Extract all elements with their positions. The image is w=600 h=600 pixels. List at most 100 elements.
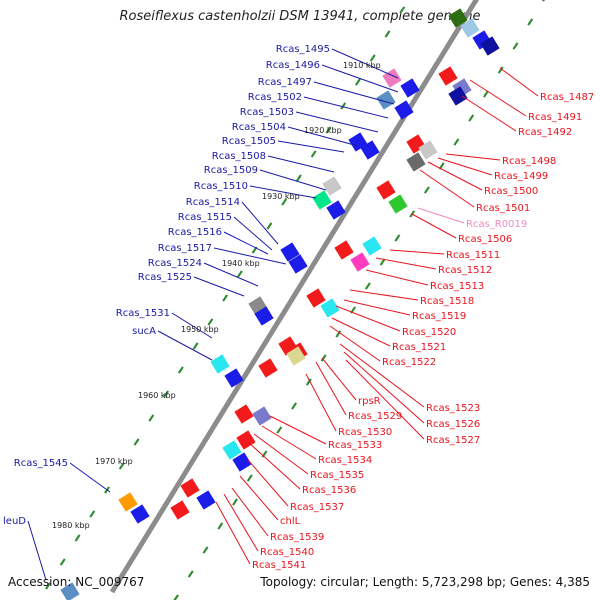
scale-label: 1980 kbp (52, 521, 90, 530)
gene-feature (180, 478, 200, 498)
leader-line (69, 462, 111, 493)
tick-mark (74, 534, 81, 542)
leader-line (295, 111, 379, 133)
tick-mark (379, 258, 386, 266)
tick-mark (133, 438, 140, 446)
tick-mark (468, 114, 475, 122)
leader-line (223, 231, 269, 255)
tick-mark (163, 390, 169, 398)
leader-line (303, 96, 389, 119)
leader-line (331, 317, 391, 347)
leader-line (231, 487, 269, 537)
gene-feature (130, 504, 150, 524)
tick-mark (453, 138, 460, 146)
tick-mark (291, 402, 297, 410)
right-gene-label: Rcas_1511 (446, 250, 500, 261)
leader-line (375, 257, 437, 270)
leader-line (321, 64, 399, 93)
left-gene-label: Rcas_1545 (14, 458, 68, 469)
right-gene-label: rpsR (358, 396, 381, 407)
leader-line (437, 157, 493, 176)
leader-line (277, 140, 345, 153)
left-gene-label: Rcas_1514 (186, 197, 240, 208)
left-gene-label: Rcas_1509 (204, 165, 258, 176)
right-gene-label: Rcas_1519 (412, 311, 466, 322)
scale-label: 1940 kbp (222, 259, 260, 268)
left-gene-label: Rcas_1516 (168, 227, 222, 238)
leader-line (269, 415, 327, 445)
leader-line (419, 169, 475, 208)
leader-line (249, 185, 317, 199)
right-gene-label: Rcas_1512 (438, 265, 492, 276)
leader-line (389, 249, 445, 255)
tick-mark (335, 330, 342, 338)
right-gene-label: Rcas_R0019 (466, 219, 527, 230)
right-gene-label: Rcas_1501 (476, 203, 530, 214)
left-gene-label: Rcas_1515 (178, 212, 232, 223)
right-gene-label: Rcas_1513 (430, 281, 484, 292)
gene-feature (334, 240, 354, 260)
gene-feature (252, 406, 272, 426)
tick-mark (399, 6, 406, 14)
leader-line (27, 520, 47, 581)
right-gene-label: Rcas_1518 (420, 296, 474, 307)
left-gene-label: Rcas_1505 (222, 136, 276, 147)
leader-line (427, 161, 483, 191)
right-gene-label: Rcas_1487 (540, 92, 594, 103)
gene-feature (254, 306, 274, 326)
gene-feature (288, 254, 308, 274)
right-gene-labels: Rcas_1487 Rcas_1491 Rcas_1492 Rcas_1498 Rcas… (252, 92, 594, 571)
tick-mark (45, 582, 51, 590)
leader-line (193, 276, 245, 297)
tick-mark (325, 126, 332, 134)
left-gene-label: Rcas_1524 (148, 258, 202, 269)
right-gene-label: Rcas_1520 (402, 327, 456, 338)
gene-feature (306, 288, 326, 308)
leader-line (261, 425, 317, 460)
gene-feature (326, 200, 346, 220)
tick-mark (89, 510, 96, 518)
leader-line (339, 343, 425, 408)
left-gene-label: Rcas_1525 (138, 272, 192, 283)
tick-mark (202, 546, 209, 554)
tick-mark (310, 150, 317, 158)
tick-mark (192, 342, 199, 350)
scale-label: 1930 kbp (262, 192, 300, 201)
right-gene-label: Rcas_1526 (426, 419, 480, 430)
leader-line (247, 459, 289, 507)
right-gene-label: Rcas_1527 (426, 435, 480, 446)
leader-line (305, 373, 337, 432)
topology-text: Topology: circular; Length: 5,723,298 bp… (260, 575, 590, 589)
gene-feature (210, 354, 230, 374)
scale-label: 1970 kbp (95, 457, 133, 466)
genome-backbone (109, 0, 480, 594)
right-gene-label: Rcas_1536 (302, 485, 356, 496)
leader-line (315, 361, 347, 416)
gene-feature (312, 190, 332, 210)
gene-feature (258, 358, 278, 378)
left-gene-label: sucA (132, 326, 156, 337)
left-gene-label: Rcas_1508 (212, 151, 266, 162)
leader-line (241, 201, 279, 245)
tick-mark (178, 366, 184, 374)
scale-label: 1910 kbp (343, 61, 381, 70)
right-gene-label: Rcas_1541 (252, 560, 306, 571)
tick-mark (340, 102, 347, 110)
gene-feature (286, 346, 306, 366)
tick-mark (187, 570, 194, 578)
right-gene-label: Rcas_1521 (392, 342, 446, 353)
tick-mark (59, 558, 66, 566)
scale-labels: 1910 kbp 1920 kbp 1930 kbp 1940 kbp 1950 kbp… (52, 61, 381, 530)
left-gene-label: Rcas_1504 (232, 122, 286, 133)
tick-mark (237, 270, 243, 278)
gene-feature (224, 368, 244, 388)
right-gene-label: Rcas_1540 (260, 547, 314, 558)
tick-mark (394, 234, 401, 242)
gene-feature (448, 8, 468, 28)
right-gene-label: Rcas_1491 (528, 112, 582, 123)
gene-feature (376, 180, 396, 200)
gene-feature (382, 68, 402, 88)
leader-line (411, 213, 457, 239)
scale-label: 1960 kbp (138, 391, 176, 400)
